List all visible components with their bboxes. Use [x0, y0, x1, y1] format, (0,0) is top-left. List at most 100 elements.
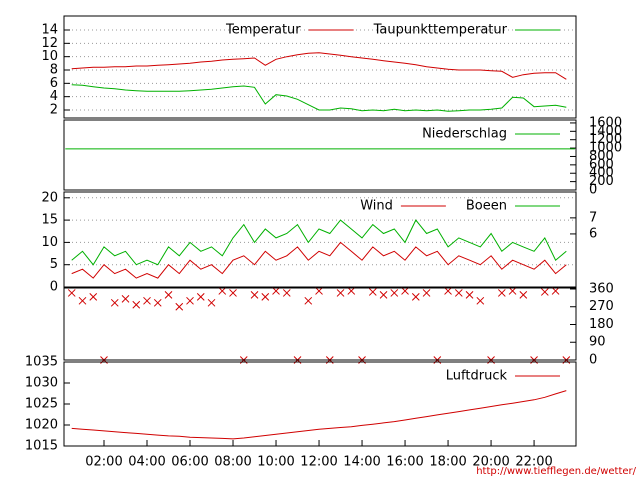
direction-marker — [315, 287, 323, 295]
series-line — [71, 390, 567, 440]
x-tick-label: 10:00 — [257, 455, 294, 470]
direction-marker — [282, 289, 291, 297]
y-tick-label: 1035 — [25, 355, 58, 370]
series-line — [71, 241, 567, 279]
direction-marker — [454, 289, 463, 297]
x-tick-label: 14:00 — [343, 455, 380, 470]
x-tick-label: 06:00 — [171, 455, 208, 470]
direction-marker — [153, 298, 162, 307]
direction-marker — [304, 296, 313, 305]
y-tick-label: 1015 — [25, 439, 58, 454]
direction-marker — [207, 298, 216, 307]
direction-marker — [110, 298, 119, 307]
y2-tick-label: 600 — [589, 157, 614, 172]
y-tick-label: 12 — [41, 36, 58, 51]
x-tick-label: 08:00 — [214, 455, 251, 470]
y2-tick-label: 6 — [589, 226, 597, 241]
legend-label: Taupunkttemperatur — [373, 23, 508, 38]
series-line — [71, 52, 567, 80]
legend-label: Temperatur — [225, 23, 301, 38]
direction-marker — [336, 289, 345, 297]
panel-frame — [63, 15, 577, 119]
direction-marker — [272, 287, 280, 295]
y2-tick-label: 0 — [589, 353, 597, 368]
direction-marker — [218, 287, 227, 295]
x-tick-label: 12:00 — [300, 455, 337, 470]
direction-marker — [261, 293, 270, 301]
direction-marker — [465, 291, 474, 299]
x-tick-label: 18:00 — [429, 455, 466, 470]
direction-marker — [390, 289, 399, 297]
y-tick-label: 15 — [41, 213, 58, 228]
direction-marker — [164, 291, 173, 299]
y2-tick-label: 1600 — [589, 115, 622, 130]
direction-marker — [121, 294, 130, 303]
direction-marker — [229, 289, 237, 297]
direction-marker — [143, 296, 151, 305]
y-tick-label: 10 — [41, 49, 58, 64]
direction-marker — [132, 300, 141, 309]
direction-marker — [476, 296, 485, 305]
y-tick-label: 1020 — [25, 418, 58, 433]
direction-marker — [186, 296, 194, 305]
y-tick-label: 4 — [50, 89, 58, 104]
direction-marker — [540, 288, 549, 296]
panel-frame — [63, 287, 577, 361]
direction-marker — [401, 287, 409, 295]
direction-marker — [497, 289, 506, 297]
y-tick-label: 20 — [41, 190, 58, 205]
y-tick-label: 5 — [50, 257, 58, 272]
direction-marker — [368, 288, 377, 296]
direction-marker — [519, 291, 528, 299]
y2-tick-label: 400 — [589, 166, 614, 181]
panel-frame — [63, 361, 577, 447]
x-tick-label: 04:00 — [128, 455, 165, 470]
direction-marker — [67, 289, 76, 297]
x-tick-label: 16:00 — [386, 455, 423, 470]
y2-tick-label: 1400 — [589, 124, 622, 139]
series-line — [71, 84, 567, 112]
y2-tick-label: 180 — [589, 317, 614, 332]
direction-marker — [175, 302, 184, 311]
direction-marker — [89, 293, 98, 301]
legend-label: Luftdruck — [446, 369, 508, 384]
footer-url: http://www.tiefflegen.de/wetter/ — [476, 466, 636, 477]
y-tick-label: 14 — [41, 23, 58, 38]
x-tick-label: 22:00 — [515, 455, 552, 470]
legend-label: Boeen — [466, 199, 507, 214]
y2-tick-label: 800 — [589, 149, 614, 164]
direction-marker — [444, 287, 452, 295]
y-tick-label: 2 — [50, 103, 58, 118]
y2-tick-label: 90 — [589, 335, 606, 350]
legend-label: Wind — [360, 199, 393, 214]
direction-marker — [347, 287, 356, 295]
y2-tick-label: 360 — [589, 281, 614, 296]
y-tick-label: 8 — [50, 63, 58, 78]
y-tick-label: 1030 — [25, 376, 58, 391]
y-tick-label: 1025 — [25, 397, 58, 412]
y2-tick-label: 1000 — [589, 141, 622, 156]
panel-frame — [63, 119, 577, 191]
y2-tick-label: 0 — [589, 183, 597, 198]
direction-marker — [551, 287, 560, 295]
direction-marker — [250, 291, 259, 299]
direction-marker — [379, 291, 388, 299]
panel-frame — [63, 191, 577, 288]
y-tick-label: 10 — [41, 235, 58, 250]
series-line — [71, 219, 567, 266]
direction-marker — [196, 293, 205, 301]
direction-marker — [78, 296, 87, 305]
y2-tick-label: 1200 — [589, 132, 622, 147]
x-tick-label: 02:00 — [85, 455, 122, 470]
direction-marker — [411, 293, 420, 301]
y2-tick-label: 270 — [589, 299, 614, 314]
y2-tick-label: 7 — [589, 210, 597, 225]
y2-tick-label: 200 — [589, 174, 614, 189]
direction-marker — [422, 289, 431, 297]
y-tick-label: 0 — [50, 280, 58, 295]
y-tick-label: 6 — [50, 76, 58, 91]
x-tick-label: 20:00 — [472, 455, 509, 470]
direction-marker — [508, 287, 517, 295]
legend-label: Niederschlag — [422, 127, 507, 142]
